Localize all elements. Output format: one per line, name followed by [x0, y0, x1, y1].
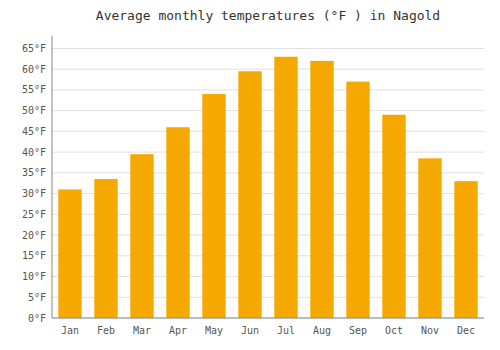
title: Average monthly temperatures (°F ) in Na… [96, 8, 440, 23]
x-tick-label: Mar [133, 325, 151, 336]
bar [238, 71, 261, 318]
x-tick-label: Sep [349, 325, 367, 336]
y-tick-label: 10°F [22, 271, 46, 282]
y-tick-label: 15°F [22, 250, 46, 261]
grid-line [52, 318, 484, 319]
grid-line [52, 131, 484, 132]
y-tick-label: 50°F [22, 105, 46, 116]
bar [454, 181, 477, 318]
grid-line [52, 89, 484, 90]
y-tick-label: 55°F [22, 84, 46, 95]
y-axis-line [52, 36, 53, 318]
x-tick-label: Aug [313, 325, 331, 336]
y-tick-label: 30°F [22, 188, 46, 199]
y-tick-label: 5°F [28, 292, 46, 303]
x-tick-label: Feb [97, 325, 115, 336]
bar [346, 82, 369, 318]
x-tick-label: Oct [385, 325, 403, 336]
y-tick-label: 35°F [22, 167, 46, 178]
y-tick-label: 40°F [22, 147, 46, 158]
y-tick-label: 0°F [28, 313, 46, 324]
grid-line [52, 48, 484, 49]
x-tick-label: Jun [241, 325, 259, 336]
x-tick-label: May [205, 325, 223, 336]
chart-root: Average monthly temperatures (°F ) in Na… [0, 0, 500, 350]
chart: Average monthly temperatures (°F ) in Na… [0, 0, 500, 350]
y-tick-label: 20°F [22, 230, 46, 241]
bar [166, 127, 189, 318]
y-grid [52, 48, 484, 318]
y-tick-labels: 0°F 5°F 10°F 15°F 20°F 25°F 30°F 35°F 40°F 45°F 50… [22, 43, 46, 324]
bar [130, 154, 153, 318]
bar [94, 179, 117, 318]
x-tick-label: Jul [277, 325, 295, 336]
x-axis-line [52, 318, 484, 319]
bar [310, 61, 333, 318]
bar [202, 94, 225, 318]
x-tick-label: Jan [61, 325, 79, 336]
bars [58, 57, 477, 318]
y-tick-label: 65°F [22, 43, 46, 54]
grid-line [52, 69, 484, 70]
grid-line [52, 152, 484, 153]
grid-line [52, 110, 484, 111]
x-tick-labels: Jan Feb Mar Apr May Jun Jul Aug Sep Oct Nov Dec [61, 325, 475, 336]
x-tick-label: Dec [457, 325, 475, 336]
y-tick-label: 25°F [22, 209, 46, 220]
y-tick-label: 60°F [22, 64, 46, 75]
x-tick-label: Nov [421, 325, 439, 336]
x-tick-label: Apr [169, 325, 187, 336]
y-tick-label: 45°F [22, 126, 46, 137]
bar [58, 189, 81, 318]
bar [418, 158, 441, 318]
bar [274, 57, 297, 318]
bar [382, 115, 405, 318]
